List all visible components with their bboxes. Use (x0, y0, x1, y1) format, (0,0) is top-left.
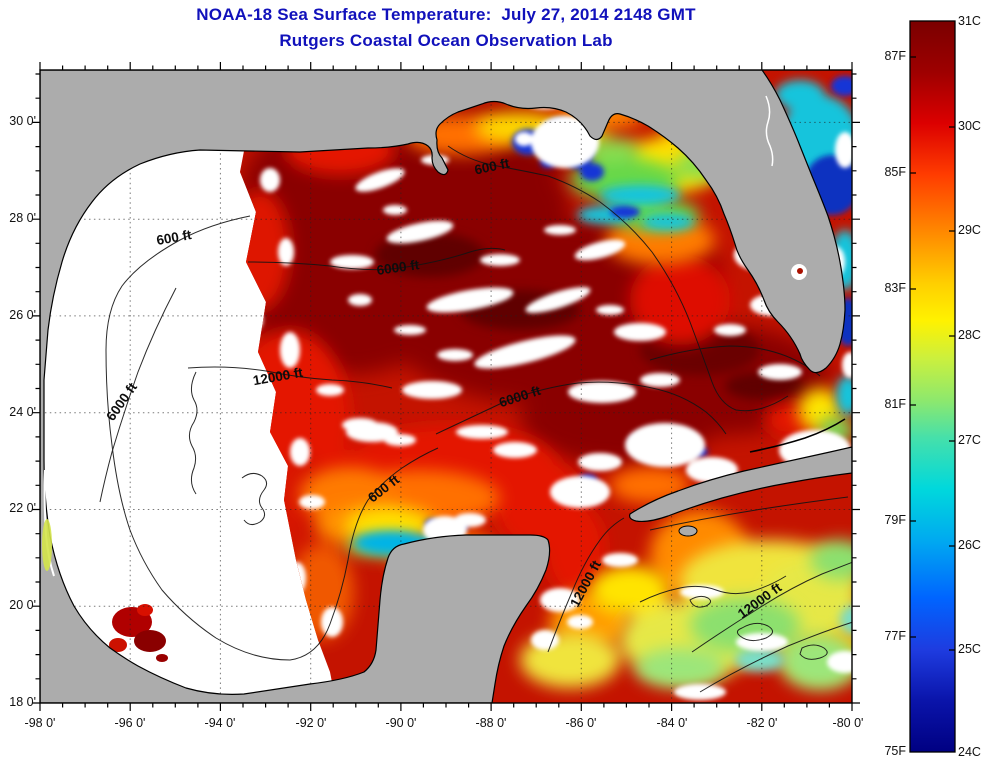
y-tick-label: 18 0' (9, 695, 36, 709)
isle-of-youth (678, 525, 698, 537)
page-title: NOAA-18 Sea Surface Temperature: July 27… (196, 5, 696, 24)
colorbar-c-label: 31C (958, 14, 981, 28)
x-tick-label: -92 0' (295, 716, 327, 730)
colorbar-c-label: 29C (958, 223, 981, 237)
x-tick-label: -86 0' (565, 716, 597, 730)
colorbar-ticks (910, 56, 955, 651)
y-tick-label: 24 0' (9, 405, 36, 419)
y-tick-label: 20 0' (9, 598, 36, 612)
colorbar-c-label: 27C (958, 433, 981, 447)
y-tick-label: 28 0' (9, 211, 36, 225)
bathymetry-contours (99, 145, 852, 693)
mainland-coastline (40, 70, 846, 703)
x-tick-label: -82 0' (746, 716, 778, 730)
colorbar-f-label: 77F (884, 629, 906, 643)
cuba-coastline (629, 446, 852, 523)
colorbar-f-label: 75F (884, 744, 906, 758)
colorbar-c-label: 30C (958, 119, 981, 133)
st-johns-river (765, 95, 774, 167)
contour-label-600ft: 600 ft (473, 155, 511, 177)
x-tick-label: -84 0' (656, 716, 688, 730)
y-tick-label: 22 0' (9, 501, 36, 515)
x-tick-label: -96 0' (114, 716, 146, 730)
colorbar-c-label: 28C (958, 328, 981, 342)
campeche-sst-blob (109, 604, 168, 662)
colorbar-f-label: 79F (884, 513, 906, 527)
texas-lagoon (46, 261, 67, 383)
florida-keys (749, 418, 846, 453)
y-tick-label: 26 0' (9, 308, 36, 322)
colorbar-c-label: 26C (958, 538, 981, 552)
contour-label-6000ft: 6000 ft (376, 257, 421, 278)
coastal-lagoon-sst-sliver (42, 519, 52, 571)
colorbar-bar (909, 20, 956, 753)
contour-label-600ft: 600 ft (155, 227, 193, 248)
land (40, 70, 852, 703)
colorbar-c-label: 25C (958, 642, 981, 656)
colorbar-f-label: 83F (884, 281, 906, 295)
x-tick-label: -80 0' (832, 716, 864, 730)
colorbar-f-label: 85F (884, 165, 906, 179)
colorbar (909, 20, 956, 753)
x-tick-label: -94 0' (204, 716, 236, 730)
x-tick-label: -90 0' (385, 716, 417, 730)
colorbar-f-label: 81F (884, 397, 906, 411)
lake-okeechobee-speck (797, 268, 803, 274)
x-tick-label: -98 0' (24, 716, 56, 730)
colorbar-f-label: 87F (884, 49, 906, 63)
page-subtitle: Rutgers Coastal Ocean Observation Lab (279, 31, 613, 50)
y-tick-label: 30 0' (9, 114, 36, 128)
x-tick-label: -88 0' (475, 716, 507, 730)
colorbar-c-label: 24C (958, 745, 981, 759)
axis-ticks (32, 62, 860, 711)
